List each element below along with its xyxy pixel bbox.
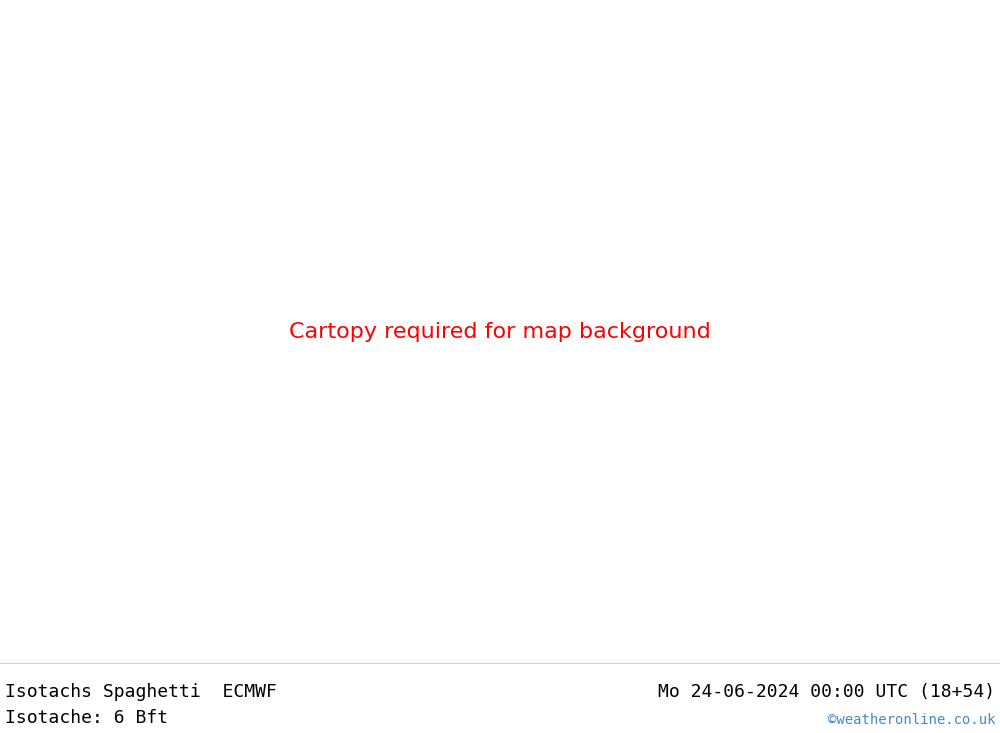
Text: Isotache: 6 Bft: Isotache: 6 Bft bbox=[5, 710, 168, 727]
Text: Isotachs Spaghetti  ECMWF: Isotachs Spaghetti ECMWF bbox=[5, 683, 277, 701]
Text: Mo 24-06-2024 00:00 UTC (18+54): Mo 24-06-2024 00:00 UTC (18+54) bbox=[658, 683, 995, 701]
Text: ©weatheronline.co.uk: ©weatheronline.co.uk bbox=[828, 713, 995, 727]
Text: Cartopy required for map background: Cartopy required for map background bbox=[289, 322, 711, 342]
